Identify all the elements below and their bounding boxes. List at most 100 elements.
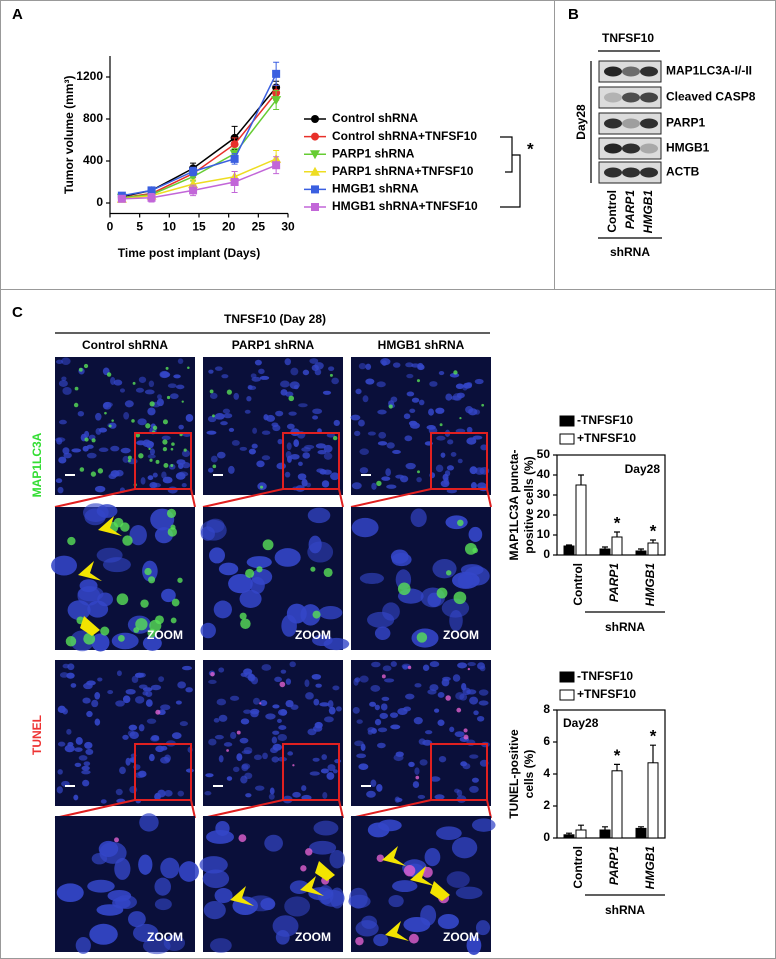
- nucleus: [139, 813, 159, 832]
- nucleus: [208, 738, 217, 746]
- blot-group-label: shRNA: [610, 245, 650, 259]
- nucleus: [261, 664, 272, 671]
- nucleus: [119, 766, 126, 775]
- bar: [611, 536, 623, 556]
- signal: [149, 401, 155, 407]
- nucleus: [330, 887, 345, 909]
- nucleus: [239, 737, 249, 744]
- nucleus: [280, 380, 290, 388]
- nucleus: [58, 456, 67, 464]
- nucleus: [359, 675, 369, 683]
- signal: [376, 854, 385, 862]
- nucleus: [214, 734, 224, 740]
- nucleus: [206, 830, 235, 844]
- nucleus: [359, 448, 369, 456]
- signal: [118, 634, 125, 642]
- signal: [106, 372, 112, 377]
- nucleus: [286, 442, 292, 451]
- nucleus: [228, 573, 253, 594]
- nucleus: [332, 769, 338, 774]
- nucleus: [297, 473, 307, 481]
- signal: [132, 381, 136, 385]
- nucleus: [435, 464, 444, 473]
- signal: [170, 447, 174, 451]
- nucleus: [278, 725, 287, 731]
- nucleus: [305, 692, 314, 700]
- nucleus: [209, 392, 218, 399]
- legend-label: Control shRNA+TNFSF10: [332, 129, 477, 143]
- nucleus: [248, 448, 256, 455]
- panel-frame: [554, 0, 776, 290]
- nucleus: [82, 779, 90, 787]
- nucleus: [422, 664, 430, 671]
- nucleus: [298, 461, 303, 467]
- nucleus: [301, 785, 307, 792]
- nucleus: [167, 383, 177, 389]
- signal: [259, 702, 262, 705]
- nucleus: [452, 674, 461, 682]
- nucleus: [74, 762, 82, 767]
- nucleus: [178, 861, 199, 882]
- nucleus: [264, 834, 283, 852]
- nucleus: [403, 413, 411, 420]
- nucleus: [472, 435, 483, 440]
- nucleus: [351, 482, 362, 490]
- nucleus: [469, 754, 479, 759]
- nucleus: [256, 460, 265, 468]
- nucleus: [185, 414, 194, 422]
- blot-band: [622, 118, 640, 129]
- nucleus: [437, 691, 445, 698]
- blot-band: [640, 66, 658, 77]
- legend-label: -TNFSF10: [577, 413, 633, 427]
- nucleus: [392, 362, 401, 368]
- nucleus: [427, 592, 442, 608]
- nucleus: [247, 674, 255, 681]
- nucleus: [243, 709, 252, 714]
- y-tick-label: 8: [543, 702, 550, 716]
- nucleus: [287, 751, 294, 756]
- nucleus: [367, 431, 376, 436]
- nucleus: [376, 381, 386, 388]
- signal: [416, 379, 421, 383]
- signal: [111, 419, 114, 422]
- nucleus: [208, 467, 214, 473]
- signal: [453, 370, 458, 375]
- nucleus: [84, 741, 93, 749]
- row-label: TUNEL: [30, 715, 44, 755]
- nucleus: [284, 358, 291, 366]
- error-bar: [578, 474, 584, 485]
- blot-band: [604, 167, 622, 178]
- nucleus: [55, 437, 66, 443]
- nucleus: [245, 793, 252, 798]
- nucleus: [102, 402, 109, 410]
- nucleus: [138, 724, 145, 732]
- nucleus: [436, 826, 462, 841]
- y-tick-label: 10: [537, 527, 551, 541]
- legend-swatch: [559, 671, 575, 683]
- nucleus: [100, 799, 107, 804]
- annotation: Day28: [625, 462, 661, 476]
- signal: [78, 367, 83, 372]
- nucleus: [471, 777, 479, 783]
- nucleus: [272, 424, 281, 432]
- signal: [120, 522, 130, 532]
- annotation: Day28: [563, 716, 599, 730]
- blot-band: [604, 118, 622, 129]
- legend-label: PARP1 shRNA: [332, 146, 415, 160]
- y-tick-label: 30: [537, 487, 551, 501]
- nucleus: [457, 458, 463, 464]
- signal: [122, 535, 133, 546]
- nucleus: [124, 400, 134, 408]
- x-tick-label: 30: [281, 220, 295, 234]
- signal: [212, 414, 215, 418]
- nucleus: [377, 727, 388, 733]
- marker: [189, 167, 198, 176]
- nucleus: [167, 486, 178, 494]
- error-bar: [638, 548, 644, 551]
- nucleus: [200, 622, 216, 639]
- nucleus: [161, 588, 176, 603]
- x-axis-label: Time post implant (Days): [118, 246, 260, 260]
- nucleus: [293, 385, 299, 390]
- micrograph-header: TNFSF10 (Day 28): [224, 312, 326, 326]
- nucleus: [269, 787, 275, 795]
